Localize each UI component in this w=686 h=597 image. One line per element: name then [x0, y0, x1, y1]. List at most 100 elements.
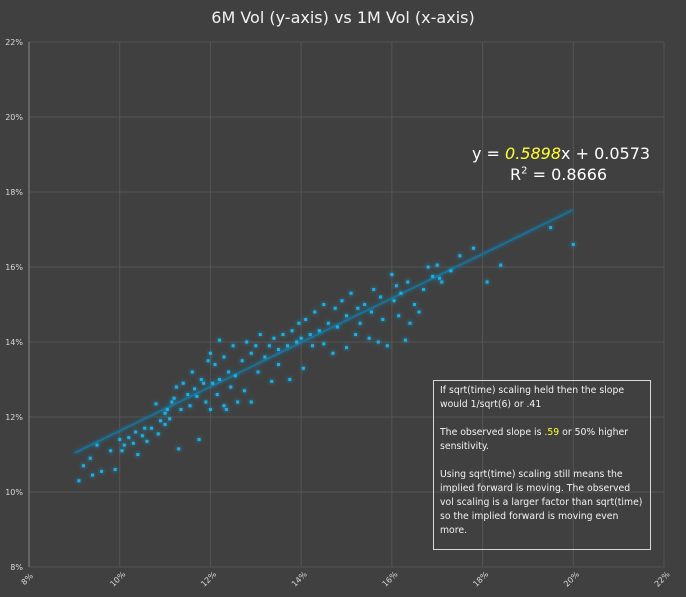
data-point: [163, 411, 167, 415]
data-point: [349, 291, 353, 295]
data-point: [199, 378, 203, 381]
data-point: [333, 306, 337, 310]
data-point: [367, 336, 371, 340]
r2-label: R: [510, 165, 522, 184]
data-point: [449, 269, 453, 273]
data-point: [109, 449, 113, 453]
data-point: [163, 423, 167, 426]
data-point: [188, 404, 192, 408]
data-point: [288, 378, 292, 381]
data-point: [435, 263, 439, 267]
y-tick-label: 16%: [5, 263, 23, 272]
y-tick-label: 12%: [5, 413, 23, 422]
data-point: [140, 434, 144, 438]
data-point: [170, 400, 174, 404]
data-point: [394, 284, 398, 288]
data-point: [208, 351, 212, 355]
data-point: [113, 468, 117, 471]
data-point: [91, 473, 94, 477]
data-point: [172, 396, 176, 400]
data-point: [249, 400, 253, 404]
note-highlight: .59: [544, 427, 560, 438]
x-tick-label: 12%: [199, 569, 218, 588]
x-tick-label: 16%: [381, 569, 400, 588]
y-tick-label: 22%: [5, 38, 23, 47]
equation-slope: 0.5898: [505, 144, 562, 163]
data-point: [202, 381, 206, 385]
x-tick-label: 22%: [653, 569, 672, 588]
data-point: [263, 355, 267, 359]
data-point: [299, 336, 303, 340]
data-point: [193, 387, 197, 391]
x-tick-label: 8%: [20, 571, 36, 587]
data-point: [372, 288, 376, 291]
data-point: [204, 400, 208, 404]
data-point: [211, 381, 215, 385]
data-point: [403, 338, 407, 342]
data-point: [385, 344, 389, 348]
data-point: [472, 246, 475, 250]
data-point: [222, 355, 226, 359]
data-point: [331, 351, 335, 355]
data-point: [229, 385, 233, 389]
data-point: [100, 469, 104, 473]
data-point: [77, 479, 81, 483]
r-squared: R2 = 0.8666: [510, 165, 607, 184]
data-point: [417, 310, 421, 314]
data-point: [240, 359, 244, 363]
data-point: [227, 370, 231, 374]
data-point: [222, 404, 226, 408]
data-point: [413, 303, 417, 306]
data-point: [231, 344, 235, 348]
data-point: [313, 310, 317, 314]
data-point: [322, 303, 326, 306]
data-point: [437, 276, 441, 280]
data-point: [215, 393, 219, 396]
data-point: [322, 342, 326, 346]
note-text: The observed slope is: [440, 427, 545, 438]
data-point: [363, 303, 367, 306]
x-tick-label: 18%: [471, 569, 490, 588]
data-point: [276, 348, 280, 351]
r2-sup: 2: [521, 165, 528, 177]
data-point: [81, 464, 85, 468]
data-point: [149, 426, 153, 430]
x-tick-label: 14%: [290, 569, 309, 588]
note-text: or 50% higher sensitivity.: [440, 427, 629, 452]
equation-suffix: x + 0.0573: [561, 144, 651, 163]
data-point: [145, 439, 149, 443]
data-point: [440, 280, 444, 284]
data-point: [270, 379, 274, 383]
data-point: [195, 394, 199, 398]
data-point: [154, 402, 158, 406]
data-point: [308, 333, 312, 336]
data-point: [399, 291, 403, 295]
data-point: [122, 443, 126, 447]
data-point: [272, 336, 276, 340]
trendline: [73, 208, 574, 454]
data-point: [224, 408, 228, 411]
data-point: [208, 408, 212, 411]
data-point: [131, 441, 135, 445]
data-point: [286, 344, 290, 348]
data-point: [236, 400, 240, 404]
data-point: [242, 389, 246, 393]
data-point: [392, 299, 396, 303]
data-point: [345, 346, 348, 350]
y-tick-label: 10%: [5, 488, 23, 497]
data-point: [258, 333, 262, 336]
data-point: [143, 426, 147, 430]
data-point: [267, 344, 271, 348]
data-point: [249, 351, 253, 355]
data-point: [197, 438, 201, 441]
data-point: [181, 381, 185, 385]
data-point: [297, 321, 301, 325]
data-point: [245, 340, 249, 344]
data-point: [326, 321, 330, 325]
data-point: [358, 321, 362, 325]
data-point: [88, 456, 92, 460]
data-point: [549, 226, 553, 230]
data-point: [127, 436, 131, 440]
data-point: [485, 280, 489, 284]
